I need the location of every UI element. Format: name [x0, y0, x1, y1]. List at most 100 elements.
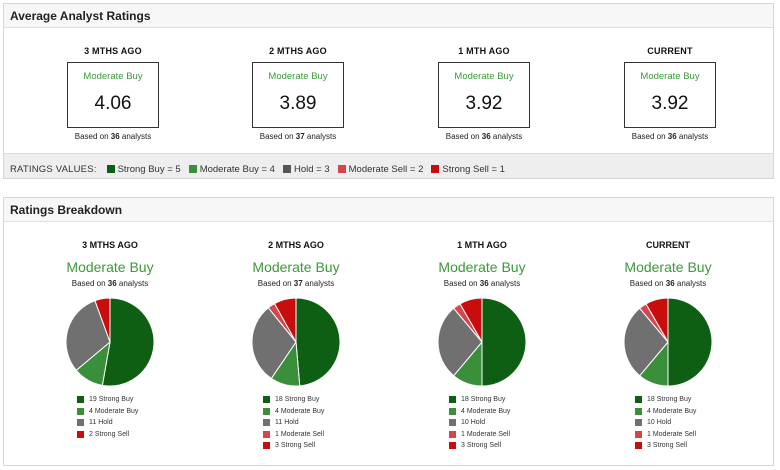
- swatch-icon: [449, 430, 456, 438]
- pie-slice[interactable]: [645, 297, 669, 344]
- legend-item: 1 Moderate Sell: [263, 429, 351, 441]
- swatch-icon: [263, 407, 270, 415]
- ratings-breakdown-title: Ratings Breakdown: [4, 198, 773, 222]
- swatch-icon: [635, 430, 642, 438]
- pie-slice[interactable]: [94, 297, 111, 343]
- pie-legend: 19 Strong Buy 4 Moderate Buy 11 Hold 2 Stro…: [55, 394, 165, 440]
- swatch-icon: [431, 165, 440, 173]
- pie-slice[interactable]: [481, 297, 527, 387]
- analyst-count: 37: [293, 279, 303, 288]
- legend-item: 18 Strong Buy: [449, 394, 537, 406]
- analyst-count: 36: [667, 132, 677, 141]
- based-on-text: Based on 37 analysts: [257, 279, 335, 288]
- rv-strong-sell: Strong Sell = 1: [431, 164, 505, 175]
- legend-label: 11 Hold: [89, 419, 113, 427]
- legend-label: 3 Strong Sell: [461, 442, 502, 450]
- based-on-text: Based on 36 analysts: [445, 132, 523, 141]
- legend-item: 4 Moderate Buy: [77, 406, 165, 418]
- rv-strong-buy: Strong Buy = 5: [106, 164, 181, 175]
- rating-value: 3.89: [279, 93, 317, 114]
- rating-box: Moderate Buy 3.92: [624, 62, 716, 128]
- swatch-icon: [282, 165, 291, 173]
- pie-slice[interactable]: [623, 307, 669, 377]
- legend-item: 18 Strong Buy: [635, 394, 723, 406]
- swatch-icon: [449, 442, 456, 450]
- swatch-icon: [449, 396, 456, 404]
- analyst-count: 36: [481, 132, 491, 141]
- ratings-pie-chart: [65, 297, 155, 387]
- breakdown-period-current: CURRENT Moderate Buy Based on 36 analysts 1…: [568, 240, 768, 452]
- pie-slice[interactable]: [65, 300, 111, 371]
- average-ratings-panel: Average Analyst Ratings 3 MTHS AGO Moder…: [3, 3, 774, 179]
- ratings-pie-chart: [437, 297, 527, 387]
- period-label: 2 MTHS AGO: [269, 46, 327, 56]
- legend-item: 1 Moderate Sell: [635, 429, 723, 441]
- period-label: CURRENT: [647, 46, 693, 56]
- swatch-icon: [106, 165, 115, 173]
- rv-hold: Hold = 3: [282, 164, 330, 175]
- consensus-rating: Moderate Buy: [66, 259, 154, 275]
- legend-label: 11 Hold: [275, 419, 299, 427]
- swatch-icon: [635, 396, 642, 404]
- consensus-rating: Moderate Buy: [624, 259, 712, 275]
- swatch-icon: [263, 442, 270, 450]
- legend-item: 3 Strong Sell: [263, 440, 351, 452]
- legend-item: 3 Strong Sell: [449, 440, 537, 452]
- based-on-text: Based on 36 analysts: [443, 279, 521, 288]
- legend-item: 1 Moderate Sell: [449, 429, 537, 441]
- pie-slice[interactable]: [667, 297, 713, 387]
- average-ratings-title: Average Analyst Ratings: [4, 4, 773, 28]
- pie-slice[interactable]: [295, 297, 341, 387]
- rv-moderate-buy: Moderate Buy = 4: [188, 164, 275, 175]
- rating-label: Moderate Buy: [268, 71, 328, 82]
- analyst-count: 36: [479, 279, 489, 288]
- legend-label: 3 Strong Sell: [275, 442, 316, 450]
- legend-label: 18 Strong Buy: [647, 396, 692, 404]
- avg-period-2m: 2 MTHS AGO Moderate Buy 3.89 Based on 37…: [198, 46, 398, 141]
- legend-label: 2 Strong Sell: [89, 430, 130, 438]
- rating-label: Moderate Buy: [83, 71, 143, 82]
- pie-slice[interactable]: [251, 307, 297, 380]
- swatch-icon: [263, 396, 270, 404]
- pie-slice[interactable]: [273, 297, 297, 344]
- period-label: 3 MTHS AGO: [84, 46, 142, 56]
- period-label: 2 MTHS AGO: [268, 240, 324, 250]
- legend-item: 19 Strong Buy: [77, 394, 165, 406]
- based-on-text: Based on 36 analysts: [631, 132, 709, 141]
- legend-label: 1 Moderate Sell: [275, 430, 325, 438]
- pie-slice[interactable]: [437, 307, 483, 377]
- rating-value: 3.92: [651, 93, 689, 114]
- legend-label: 4 Moderate Buy: [275, 407, 325, 415]
- pie-slice[interactable]: [459, 297, 483, 344]
- pie-legend: 18 Strong Buy 4 Moderate Buy 11 Hold 1 Mode…: [241, 394, 351, 452]
- legend-item: 3 Strong Sell: [635, 440, 723, 452]
- period-label: CURRENT: [646, 240, 690, 250]
- rating-box: Moderate Buy 3.92: [438, 62, 530, 128]
- avg-period-3m: 3 MTHS AGO Moderate Buy 4.06 Based on 36…: [13, 46, 213, 141]
- legend-item: 10 Hold: [449, 417, 537, 429]
- swatch-icon: [449, 419, 456, 427]
- based-on-text: Based on 36 analysts: [71, 279, 149, 288]
- breakdown-period-2m: 2 MTHS AGO Moderate Buy Based on 37 analys…: [196, 240, 396, 452]
- pie-slice[interactable]: [101, 297, 155, 387]
- avg-period-1m: 1 MTH AGO Moderate Buy 3.92 Based on 36 …: [384, 46, 584, 141]
- analyst-count: 36: [110, 132, 120, 141]
- rating-box: Moderate Buy 3.89: [252, 62, 344, 128]
- legend-item: 11 Hold: [77, 417, 165, 429]
- legend-item: 18 Strong Buy: [263, 394, 351, 406]
- period-label: 1 MTH AGO: [458, 46, 510, 56]
- legend-item: 11 Hold: [263, 417, 351, 429]
- legend-label: 3 Strong Sell: [647, 442, 688, 450]
- swatch-icon: [449, 407, 456, 415]
- legend-item: 4 Moderate Buy: [449, 406, 537, 418]
- swatch-icon: [188, 165, 197, 173]
- legend-item: 4 Moderate Buy: [635, 406, 723, 418]
- legend-label: 19 Strong Buy: [89, 396, 134, 404]
- consensus-rating: Moderate Buy: [252, 259, 340, 275]
- swatch-icon: [263, 430, 270, 438]
- legend-item: 4 Moderate Buy: [263, 406, 351, 418]
- avg-period-current: CURRENT Moderate Buy 3.92 Based on 36 an…: [570, 46, 770, 141]
- rating-value: 4.06: [94, 93, 132, 114]
- legend-label: 4 Moderate Buy: [461, 407, 511, 415]
- rating-label: Moderate Buy: [640, 71, 700, 82]
